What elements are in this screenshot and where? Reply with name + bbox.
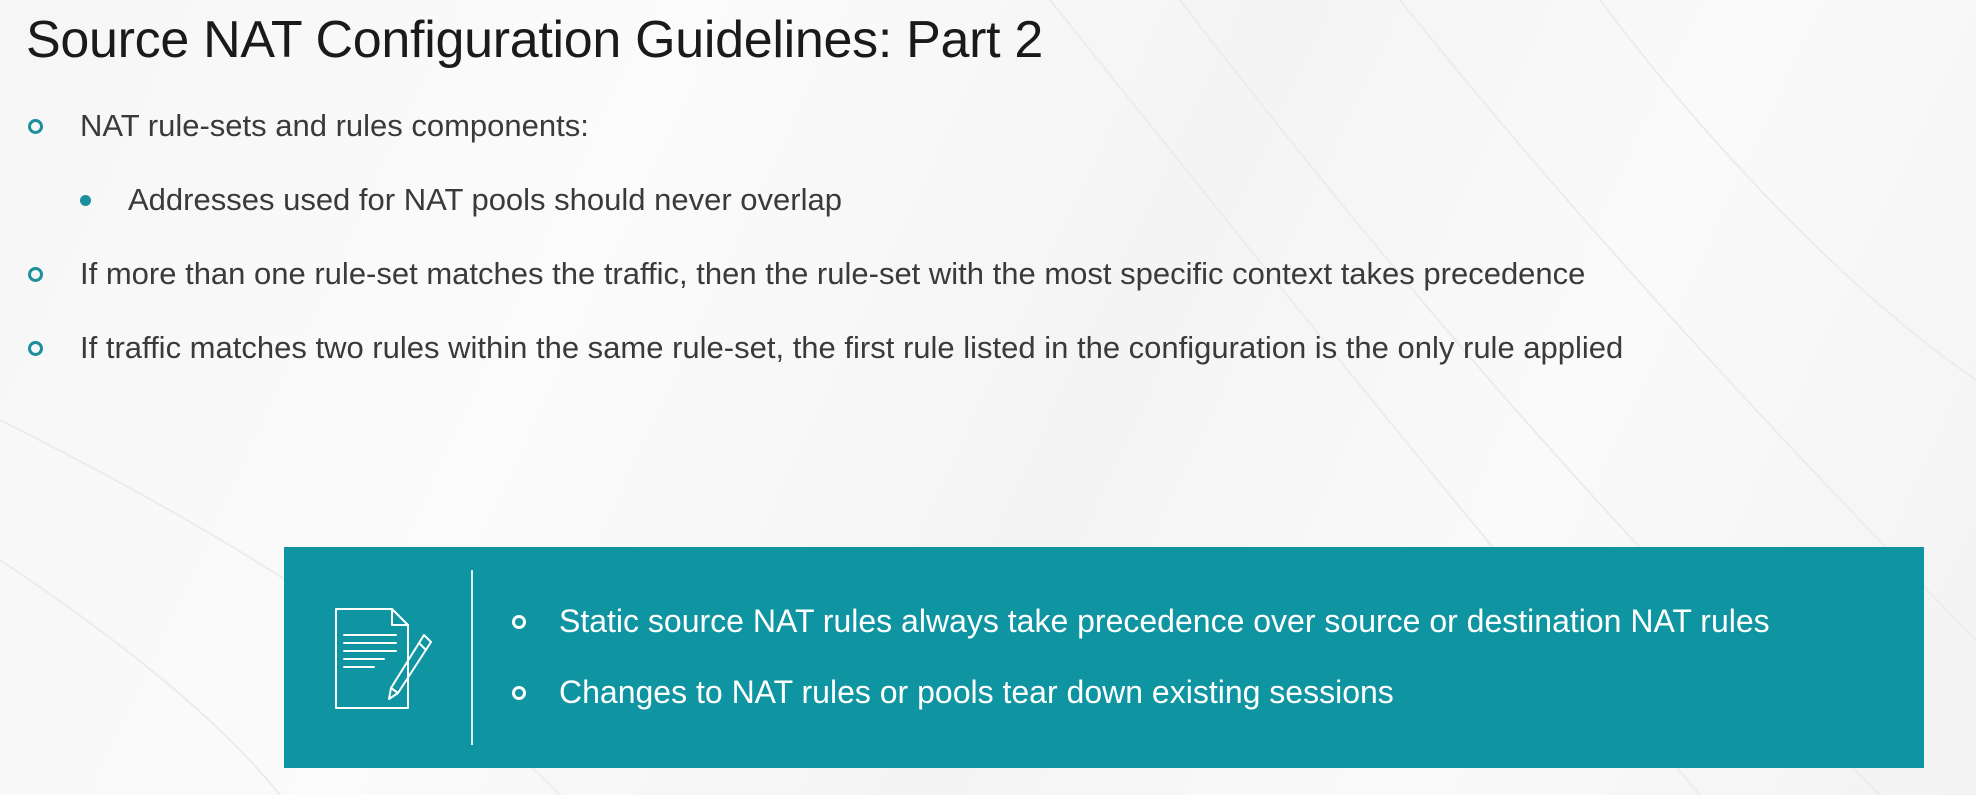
note-text: Static source NAT rules always take prec…	[559, 603, 1770, 639]
document-pencil-icon	[335, 608, 432, 709]
bullet-text: If more than one rule-set matches the tr…	[80, 256, 1586, 291]
dot-bullet-icon	[80, 194, 91, 206]
note-callout: Static source NAT rules always take prec…	[284, 547, 1924, 768]
bullet-item: NAT rule-sets and rules components:	[28, 108, 589, 144]
bullet-text: If traffic matches two rules within the …	[80, 330, 1624, 365]
sub-bullet-item: Addresses used for NAT pools should neve…	[80, 182, 842, 218]
ring-bullet-icon	[512, 685, 526, 700]
bullet-item: If traffic matches two rules within the …	[28, 330, 1623, 366]
note-item: Changes to NAT rules or pools tear down …	[512, 674, 1394, 711]
bullet-item: If more than one rule-set matches the tr…	[28, 256, 1585, 292]
page-title: Source NAT Configuration Guidelines: Par…	[26, 11, 1044, 69]
note-item: Static source NAT rules always take prec…	[512, 603, 1770, 640]
ring-bullet-icon	[28, 340, 43, 356]
note-text: Changes to NAT rules or pools tear down …	[559, 674, 1394, 710]
ring-bullet-icon	[28, 266, 43, 282]
bullet-text: NAT rule-sets and rules components:	[80, 108, 589, 143]
bullet-text: Addresses used for NAT pools should neve…	[128, 182, 842, 217]
note-divider	[471, 570, 473, 745]
ring-bullet-icon	[28, 118, 43, 134]
ring-bullet-icon	[512, 614, 526, 629]
